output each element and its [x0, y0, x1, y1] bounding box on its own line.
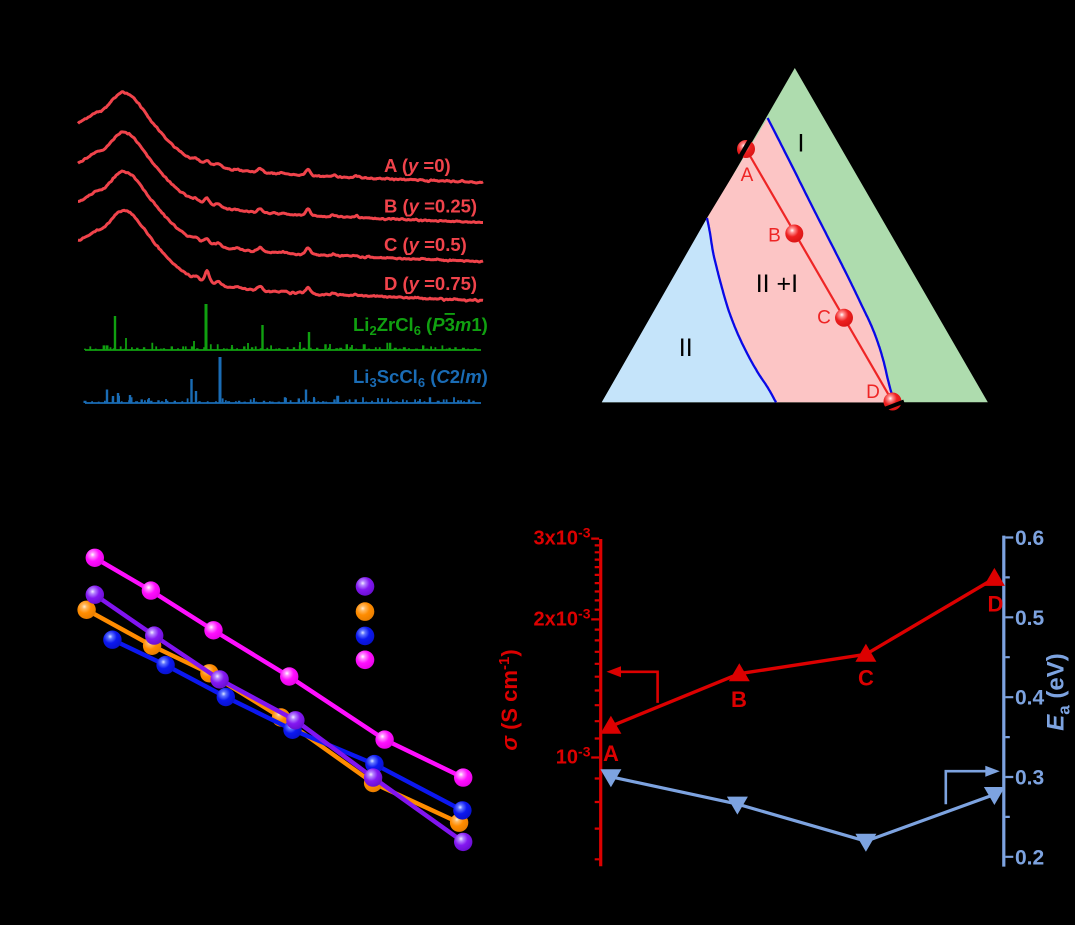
svg-text:D (y =0.75): D (y =0.75)	[384, 273, 477, 294]
svg-text:A: A	[741, 165, 754, 186]
svg-text:C: C	[817, 307, 831, 328]
svg-text:0.6: 0.6	[1015, 527, 1044, 550]
svg-text:II: II	[679, 334, 693, 362]
svg-text:D: D	[866, 382, 880, 403]
svg-text:Li2ZrCl6 (P3m1): Li2ZrCl6 (P3m1)	[353, 314, 488, 338]
svg-text:0.4: 0.4	[1015, 687, 1045, 710]
svg-text:C: C	[858, 666, 874, 691]
svg-text:σ (S cm-1): σ (S cm-1)	[496, 649, 522, 750]
svg-text:C (y =0.5): C (y =0.5)	[384, 234, 467, 255]
svg-text:I: I	[798, 130, 805, 158]
svg-text:B: B	[731, 687, 747, 712]
svg-text:0.5: 0.5	[1015, 607, 1045, 630]
svg-text:A (y =0): A (y =0)	[384, 155, 451, 176]
svg-text:B (y =0.25): B (y =0.25)	[384, 196, 477, 217]
svg-text:0.2: 0.2	[1015, 846, 1044, 869]
svg-text:A: A	[603, 741, 619, 766]
svg-text:II +I: II +I	[756, 270, 798, 298]
svg-text:Ea (eV): Ea (eV)	[1043, 653, 1074, 731]
svg-text:0.3: 0.3	[1015, 767, 1044, 790]
svg-text:D: D	[987, 592, 1003, 617]
svg-text:B: B	[768, 226, 781, 247]
